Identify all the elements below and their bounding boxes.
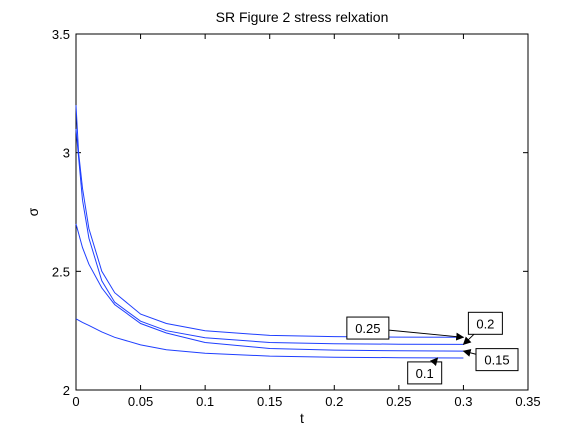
x-tick-label: 0.3 [454,394,472,409]
x-tick-label: 0.05 [128,394,153,409]
annotation-label: 0.15 [484,353,509,368]
annotation-arrow [462,348,477,357]
annotation-arrow [388,329,465,341]
series-line [75,128,464,345]
annotation-label: 0.25 [355,321,380,336]
x-tick-label: 0.35 [515,394,540,409]
series-line [75,318,464,359]
series-group [75,105,464,359]
annotation-box [475,348,519,372]
tick-group: 0 0.05 0.1 0.15 0.2 0.25 0.3 0.35 2 2.5 3 3.5 [52,27,541,409]
annotation-label: 0.2 [476,316,494,331]
y-tick-label: 3.5 [52,27,70,42]
x-tick-label: 0.1 [196,394,214,409]
x-axis-label: t [300,410,304,426]
series-line [75,105,464,338]
y-axis-label: σ [25,207,41,216]
x-tick-label: 0 [72,394,79,409]
x-tick-label: 0.15 [257,394,282,409]
annotation-box [467,311,503,335]
series-line [75,223,464,352]
annotation: 0.25 [346,316,465,341]
annotation-box [346,316,390,340]
plot-frame [75,33,529,391]
chart-title: SR Figure 2 stress relxation [216,9,389,25]
y-tick-label: 2.5 [52,264,70,279]
x-tick-label: 0.25 [386,394,411,409]
y-tick-label: 2 [63,383,70,398]
annotation-arrow [429,357,439,367]
annotation-arrow [462,333,475,345]
annotation-group: 0.25 0.2 0.15 0.1 [346,311,519,385]
annotation-label: 0.1 [416,366,434,381]
annotation: 0.1 [407,357,443,385]
annotation: 0.2 [462,311,503,345]
annotation-box [407,361,443,385]
x-tick-label: 0.2 [325,394,343,409]
y-tick-label: 3 [63,146,70,161]
annotation: 0.15 [462,348,519,372]
